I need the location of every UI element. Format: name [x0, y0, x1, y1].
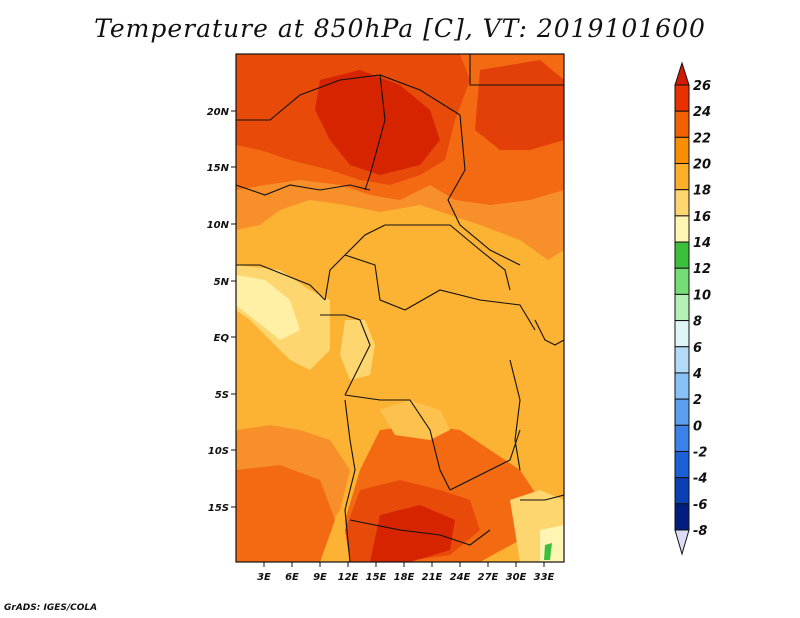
colorbar-label: 16 — [693, 210, 711, 225]
chart-title: Temperature at 850hPa [C], VT: 201910160… — [94, 14, 706, 43]
colorbar-segment — [674, 372, 690, 400]
colorbar-segment — [674, 267, 690, 295]
lat-label: 10S — [208, 446, 229, 457]
lon-label: 6E — [285, 572, 299, 583]
lat-label: 10N — [207, 220, 230, 231]
colorbar-label: 20 — [693, 158, 711, 173]
lon-label: 15E — [366, 572, 387, 583]
colorbar-segment — [674, 398, 690, 426]
colorbar-label: 6 — [693, 341, 702, 356]
colorbar-label: 26 — [693, 79, 711, 94]
colorbar-label: -8 — [693, 524, 707, 539]
longitude-axis: 3E 6E 9E 12E 15E 18E 21E 24E 27E 30E 33E — [257, 562, 555, 583]
lon-label: 30E — [506, 572, 527, 583]
colorbar-segment — [674, 477, 690, 505]
colorbar-label: 0 — [693, 419, 702, 434]
colorbar-segment — [674, 241, 690, 269]
colorbar-segment — [674, 503, 690, 531]
lon-label: 12E — [338, 572, 359, 583]
lat-label: EQ — [214, 333, 230, 344]
colorbar-segment — [674, 215, 690, 243]
lon-label: 9E — [313, 572, 327, 583]
lon-label: 21E — [422, 572, 443, 583]
colorbar-segment — [674, 293, 690, 322]
lon-label: 33E — [534, 572, 555, 583]
colorbar-segment — [674, 84, 690, 112]
lat-label: 5N — [214, 277, 230, 288]
colorbar-label: 22 — [693, 131, 711, 146]
latitude-axis: 20N 15N 10N 5N EQ 5S 10S 15S — [207, 107, 236, 514]
colorbar-label: 10 — [693, 288, 711, 303]
colorbar-segment — [674, 424, 690, 452]
colorbar-label: 12 — [693, 262, 711, 277]
lat-label: 15S — [208, 503, 229, 514]
credit-label: GrADS: IGES/COLA — [4, 603, 98, 613]
colorbar-label: -6 — [693, 498, 707, 513]
colorbar-segment — [674, 136, 690, 165]
colorbar-segment — [674, 110, 690, 138]
lon-label: 3E — [257, 572, 271, 583]
colorbar-segment — [674, 163, 690, 191]
colorbar-label: 14 — [693, 236, 711, 251]
colorbar-segment — [674, 450, 690, 479]
country-borders — [236, 54, 564, 562]
colorbar-bottom-arrow — [674, 529, 690, 556]
lat-label: 15N — [207, 163, 230, 174]
colorbar-segment — [674, 189, 690, 217]
map-frame — [235, 53, 565, 563]
colorbar-segment — [674, 320, 690, 348]
lon-label: 27E — [478, 572, 499, 583]
colorbar-label: -2 — [693, 445, 707, 460]
colorbar-label: 24 — [693, 105, 711, 120]
colorbar-label: 18 — [693, 184, 711, 199]
colorbar-label: -4 — [693, 472, 707, 487]
lon-label: 24E — [450, 572, 471, 583]
colorbar-label: 4 — [692, 367, 702, 382]
lat-label: 20N — [207, 107, 230, 118]
colorbar-label: 2 — [693, 393, 702, 408]
lon-label: 18E — [394, 572, 415, 583]
colorbar-label: 8 — [693, 315, 702, 330]
colorbar-top-arrow — [674, 61, 690, 86]
colorbar-segment — [674, 346, 690, 374]
lat-label: 5S — [215, 390, 229, 401]
